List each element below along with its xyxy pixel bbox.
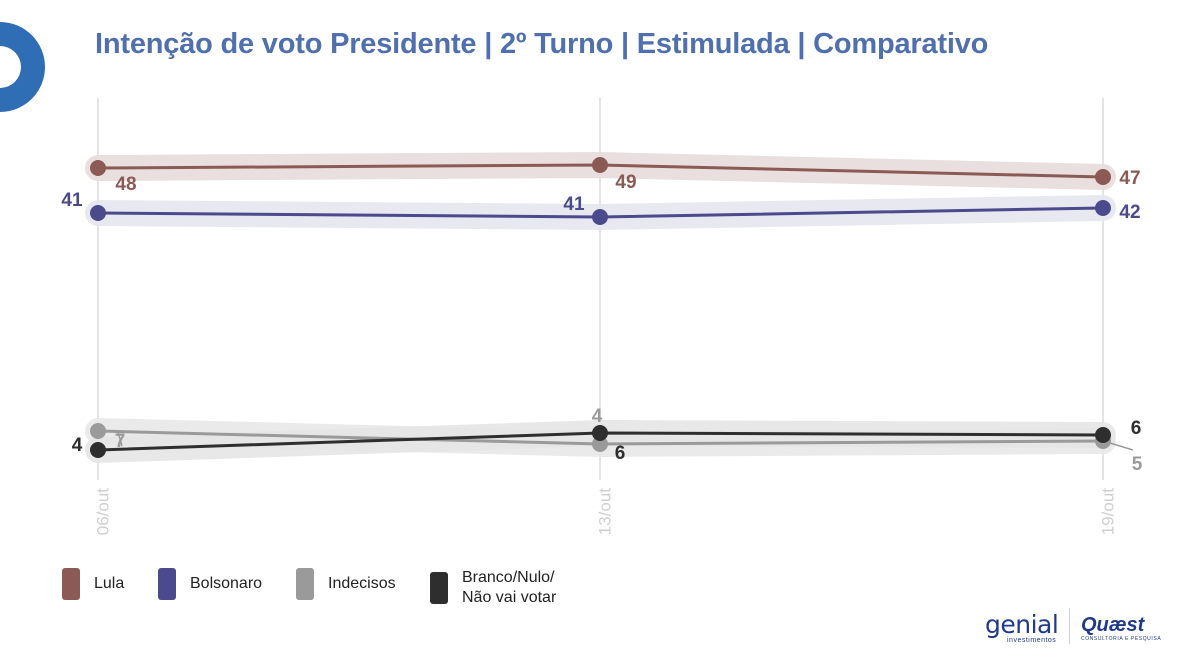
data-label-lula-1: 49 (615, 172, 636, 193)
genial-logo-subtitle: investimentos (1007, 637, 1057, 644)
data-label-lula-2: 47 (1119, 168, 1140, 189)
point-indecisos-1 (592, 436, 608, 452)
x-tick-label-0: 06/out (93, 488, 112, 536)
point-bolsonaro-0 (90, 205, 106, 221)
point-bolsonaro-1 (592, 209, 608, 225)
point-lula-0 (90, 160, 106, 176)
data-label-bolsonaro-1: 41 (563, 194, 585, 215)
legend-label-bolsonaro: Bolsonaro (190, 575, 263, 592)
legend-item-lula: Lula (62, 568, 124, 600)
quaest-logo: Quæst (1081, 614, 1145, 636)
corner-ring-logo (0, 22, 45, 112)
data-label-bolsonaro-0: 41 (61, 190, 83, 211)
genial-logo: genial (985, 610, 1059, 639)
data-label-lula-0: 48 (115, 174, 136, 195)
point-branco-0 (90, 442, 106, 458)
legend-label-indecisos: Indecisos (328, 575, 396, 592)
leader-indecisos-0 (117, 431, 123, 447)
point-indecisos-0 (90, 423, 106, 439)
data-label-branco-1: 6 (615, 443, 626, 464)
x-tick-label-2: 19/out (1098, 488, 1117, 536)
data-label-bolsonaro-2: 42 (1119, 202, 1140, 223)
legend: Lula Bolsonaro Indecisos Branco/Nulo/ Nã… (0, 568, 700, 618)
point-lula-2 (1095, 169, 1111, 185)
legend-item-branco: Branco/Nulo/ Não vai votar (430, 568, 556, 608)
legend-item-indecisos: Indecisos (296, 568, 396, 600)
legend-swatch-branco (430, 572, 448, 604)
legend-swatch-lula (62, 568, 80, 600)
data-label-indecisos-2: 5 (1132, 454, 1143, 475)
legend-item-bolsonaro: Bolsonaro (158, 568, 262, 600)
point-branco-2 (1095, 427, 1111, 443)
quaest-logo-subtitle: CONSULTORIA E PESQUISA (1081, 636, 1162, 642)
legend-label-branco: Branco/Nulo/ Não vai votar (462, 569, 557, 606)
leader-indecisos-2 (1109, 442, 1134, 451)
data-label-branco-2: 6 (1131, 418, 1142, 439)
point-bolsonaro-2 (1095, 200, 1111, 216)
legend-swatch-bolsonaro (158, 568, 176, 600)
point-lula-1 (592, 157, 608, 173)
point-branco-1 (592, 425, 608, 441)
legend-swatch-indecisos (296, 568, 314, 600)
data-label-indecisos-1: 4 (592, 406, 603, 427)
data-label-indecisos-0: 7 (115, 431, 126, 452)
logo-divider (1069, 608, 1070, 644)
data-label-branco-0: 4 (72, 435, 83, 456)
legend-label-lula: Lula (94, 575, 125, 592)
footer-logos: genial investimentos Quæst CONSULTORIA E… (985, 608, 1185, 648)
x-tick-label-1: 13/out (595, 488, 614, 536)
page-title: Intenção de voto Presidente | 2º Turno |… (95, 28, 989, 60)
